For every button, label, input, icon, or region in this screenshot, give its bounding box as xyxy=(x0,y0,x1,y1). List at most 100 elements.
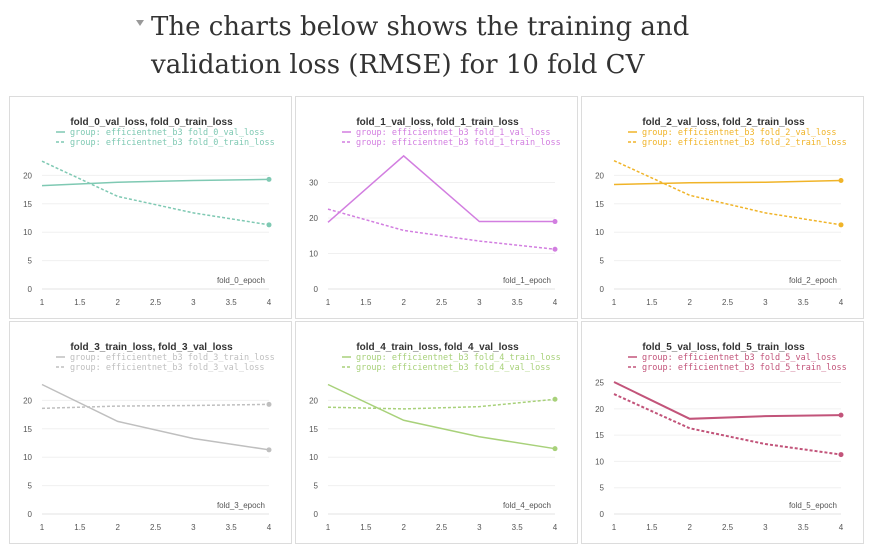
y-tick-label: 5 xyxy=(314,482,319,491)
chart-title: fold_0_val_loss, fold_0_train_loss xyxy=(70,117,233,128)
x-tick-label: 2 xyxy=(687,298,692,307)
legend-label: group: efficientnet_b3 fold_5_val_loss xyxy=(642,353,836,363)
x-tick-label: 2 xyxy=(115,523,120,532)
series-end-point xyxy=(266,401,272,407)
x-tick-label: 3.5 xyxy=(798,298,810,307)
legend-item[interactable]: group: efficientnet_b3 fold_0_val_loss xyxy=(56,128,264,138)
x-tick-label: 1.5 xyxy=(360,298,372,307)
chart-panel-fold-2: fold_2_val_loss, fold_2_train_loss group:… xyxy=(581,96,864,319)
y-tick-label: 30 xyxy=(309,179,318,188)
x-tick-label: 1.5 xyxy=(360,523,372,532)
x-tick-label: 2 xyxy=(401,523,406,532)
chart-title: fold_3_train_loss, fold_3_val_loss xyxy=(70,342,233,353)
x-axis-label: fold_3_epoch xyxy=(217,501,265,510)
heading-line-1: The charts below shows the training and xyxy=(151,12,690,42)
legend-label: group: efficientnet_b3 fold_3_val_loss xyxy=(70,363,264,373)
y-tick-label: 10 xyxy=(595,457,604,466)
legend-item[interactable]: group: efficientnet_b3 fold_4_train_loss xyxy=(342,353,561,363)
x-tick-label: 3 xyxy=(477,523,482,532)
legend-item[interactable]: group: efficientnet_b3 fold_1_train_loss xyxy=(342,138,561,148)
legend-item[interactable]: group: efficientnet_b3 fold_3_train_loss xyxy=(56,353,275,363)
heading-line-2: validation loss (RMSE) for 10 fold CV xyxy=(151,50,645,80)
y-tick-label: 10 xyxy=(309,250,318,259)
series-end-point xyxy=(838,452,844,458)
legend-item[interactable]: group: efficientnet_b3 fold_2_val_loss xyxy=(628,128,836,138)
x-tick-label: 3.5 xyxy=(512,298,524,307)
y-tick-label: 5 xyxy=(600,257,605,266)
chart-panel-fold-5: fold_5_val_loss, fold_5_train_loss group:… xyxy=(581,321,864,544)
y-tick-label: 0 xyxy=(314,510,319,519)
legend-item[interactable]: group: efficientnet_b3 fold_2_train_loss xyxy=(628,138,847,148)
x-tick-label: 2.5 xyxy=(436,298,448,307)
x-axis-label: fold_0_epoch xyxy=(217,276,265,285)
collapse-triangle-icon[interactable] xyxy=(136,20,144,26)
series-end-point xyxy=(266,176,272,182)
x-tick-label: 3 xyxy=(191,298,196,307)
x-tick-label: 2.5 xyxy=(722,523,734,532)
chart-panel-fold-0: fold_0_val_loss, fold_0_train_loss group:… xyxy=(9,96,292,319)
legend-item[interactable]: group: efficientnet_b3 fold_1_val_loss xyxy=(342,128,550,138)
chart-panel-fold-4: fold_4_train_loss, fold_4_val_loss group:… xyxy=(295,321,578,544)
y-tick-label: 15 xyxy=(595,200,604,209)
x-tick-label: 1 xyxy=(40,523,45,532)
x-tick-label: 4 xyxy=(553,298,558,307)
y-tick-label: 5 xyxy=(28,482,33,491)
x-tick-label: 3 xyxy=(191,523,196,532)
legend-label: group: efficientnet_b3 fold_1_train_loss xyxy=(356,138,561,148)
x-tick-label: 4 xyxy=(267,523,272,532)
y-tick-label: 0 xyxy=(600,510,605,519)
series-line xyxy=(327,383,556,450)
chart-svg: fold_1_val_loss, fold_1_train_lossgroup:… xyxy=(309,117,561,307)
x-tick-label: 2 xyxy=(115,298,120,307)
chart-title: fold_4_train_loss, fold_4_val_loss xyxy=(356,342,519,353)
legend-label: group: efficientnet_b3 fold_0_train_loss xyxy=(70,138,275,148)
chart-svg: fold_4_train_loss, fold_4_val_lossgroup:… xyxy=(309,342,561,532)
legend-item[interactable]: group: efficientnet_b3 fold_4_val_loss xyxy=(342,363,550,373)
series-end-point xyxy=(552,246,558,252)
x-tick-label: 4 xyxy=(839,298,844,307)
x-tick-label: 3.5 xyxy=(226,523,238,532)
y-tick-label: 0 xyxy=(28,510,33,519)
series-line xyxy=(327,398,556,410)
heading-text: The charts below shows the training and … xyxy=(151,8,851,84)
x-tick-label: 3 xyxy=(763,298,768,307)
y-tick-label: 20 xyxy=(595,171,604,180)
legend-label: group: efficientnet_b3 fold_4_train_loss xyxy=(356,353,561,363)
series-line xyxy=(613,179,842,186)
x-tick-label: 3 xyxy=(763,523,768,532)
y-tick-label: 10 xyxy=(23,453,32,462)
y-tick-label: 20 xyxy=(23,171,32,180)
x-axis-label: fold_1_epoch xyxy=(503,276,551,285)
legend-item[interactable]: group: efficientnet_b3 fold_0_train_loss xyxy=(56,138,275,148)
chart-svg: fold_2_val_loss, fold_2_train_lossgroup:… xyxy=(595,117,847,307)
series-end-point xyxy=(266,447,272,453)
x-tick-label: 4 xyxy=(267,298,272,307)
chart-panel-fold-1: fold_1_val_loss, fold_1_train_loss group:… xyxy=(295,96,578,319)
legend-label: group: efficientnet_b3 fold_3_train_loss xyxy=(70,353,275,363)
y-tick-label: 20 xyxy=(23,396,32,405)
series-end-point xyxy=(552,396,558,402)
series-end-point xyxy=(552,219,558,225)
chart-svg: fold_3_train_loss, fold_3_val_lossgroup:… xyxy=(23,342,275,532)
series-line xyxy=(327,208,556,250)
series-line xyxy=(41,160,270,226)
legend-item[interactable]: group: efficientnet_b3 fold_3_val_loss xyxy=(56,363,264,373)
legend-label: group: efficientnet_b3 fold_0_val_loss xyxy=(70,128,264,138)
x-tick-label: 1 xyxy=(326,298,331,307)
legend-item[interactable]: group: efficientnet_b3 fold_5_train_loss xyxy=(628,363,847,373)
y-tick-label: 20 xyxy=(595,405,604,414)
y-tick-label: 0 xyxy=(314,285,319,294)
series-line xyxy=(327,154,555,223)
y-tick-label: 0 xyxy=(600,285,605,294)
series-end-point xyxy=(552,446,558,452)
x-tick-label: 1.5 xyxy=(646,298,658,307)
x-tick-label: 2.5 xyxy=(436,523,448,532)
x-tick-label: 4 xyxy=(839,523,844,532)
y-tick-label: 0 xyxy=(28,285,33,294)
chart-svg: fold_0_val_loss, fold_0_train_lossgroup:… xyxy=(23,117,275,307)
y-tick-label: 10 xyxy=(595,228,604,237)
series-line xyxy=(613,159,842,226)
y-tick-label: 20 xyxy=(309,396,318,405)
legend-label: group: efficientnet_b3 fold_5_train_loss xyxy=(642,363,847,373)
legend-item[interactable]: group: efficientnet_b3 fold_5_val_loss xyxy=(628,353,836,363)
